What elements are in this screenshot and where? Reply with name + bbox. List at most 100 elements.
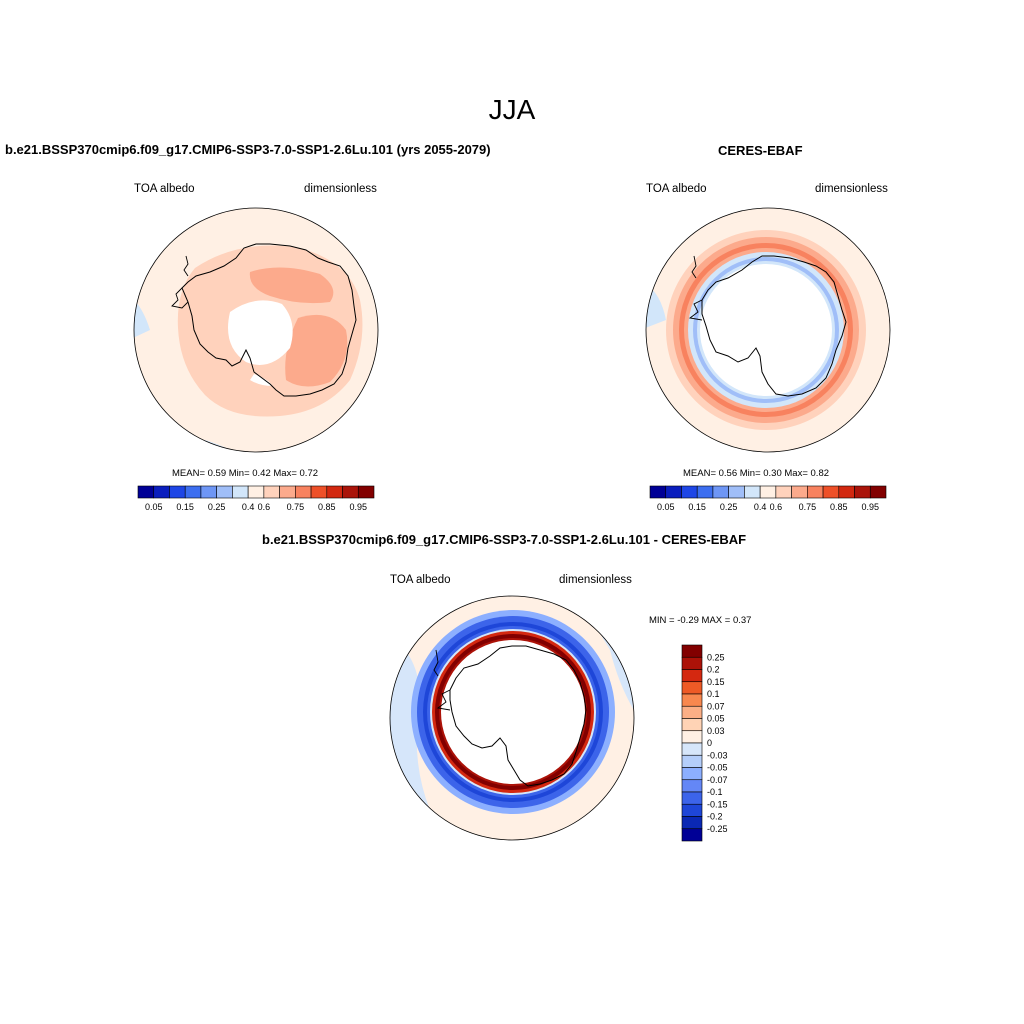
panel2-colorbar-swatch (759, 485, 777, 499)
panel3-colorbar-swatch (681, 730, 703, 744)
panel2-colorbar-swatch (744, 485, 761, 499)
panel3-colorbar-swatch (681, 803, 703, 817)
panel2-colorbar-tick-label: 0.05 (657, 502, 675, 512)
panel3-colorbar-tick-label: -0.03 (707, 750, 728, 760)
panel2-colorbar-swatch (696, 485, 714, 499)
panel3-colorbar-swatch (681, 816, 703, 830)
panel3-colorbar-swatch (681, 742, 703, 756)
panel3-colorbar-tick-label: -0.15 (707, 799, 728, 809)
panel3-colorbar-swatch (681, 693, 703, 707)
panel2-colorbar-swatch (712, 485, 729, 499)
panel3-map (389, 595, 635, 841)
panel1-colorbar-swatch (169, 485, 186, 499)
panel2-colorbar: 0.05 0.15 0.25 0.4 0.6 0.75 0.85 0.95 (649, 485, 887, 512)
panel3-colorbar-swatch (681, 791, 703, 805)
panel3-colorbar-tick-label: 0.07 (707, 701, 725, 711)
panel1-left-label: TOA albedo (134, 183, 195, 195)
panel3-colorbar-swatch (681, 828, 703, 842)
panel3-colorbar-swatch (681, 644, 703, 658)
panel3-colorbar-tick-label: 0.03 (707, 726, 725, 736)
panel1-colorbar-swatch (247, 485, 265, 499)
panel3-colorbar-tick-label: 0 (707, 738, 712, 748)
panel1-colorbar-tick-label: 0.95 (350, 502, 368, 512)
panel1-colorbar: 0.05 0.15 0.25 0.4 0.6 0.75 0.85 0.95 (137, 485, 375, 512)
panel3-right-label: dimensionless (559, 574, 632, 586)
panel3-colorbar-tick-label: 0.05 (707, 714, 725, 724)
panel1-colorbar-tick-label: 0.85 (318, 502, 336, 512)
panel3-colorbar-tick-label: 0.25 (707, 652, 725, 662)
panel1-title: b.e21.BSSP370cmip6.f09_g17.CMIP6-SSP3-7.… (5, 142, 491, 157)
panel1-colorbar-tick-label: 0.05 (145, 502, 163, 512)
panel2-colorbar-swatch (869, 485, 887, 499)
panel3-colorbar-tick-label: -0.25 (707, 824, 728, 834)
panel2-colorbar-swatch (822, 485, 840, 499)
panel1-colorbar-tick-label: 0.6 (258, 502, 271, 512)
panel2-colorbar-swatch (854, 485, 871, 499)
panel1-colorbar-swatch (295, 485, 312, 499)
panel1-colorbar-swatch (216, 485, 233, 499)
panel3-colorbar-swatch (681, 767, 703, 781)
panel1-map-border (133, 207, 379, 453)
panel1-colorbar-swatch (310, 485, 328, 499)
panel1-colorbar-swatch (184, 485, 202, 499)
panel1-colorbar-swatch (279, 485, 296, 499)
panel1-stats: MEAN= 0.59 Min= 0.42 Max= 0.72 (172, 468, 319, 479)
panel3-title: b.e21.BSSP370cmip6.f09_g17.CMIP6-SSP3-7.… (262, 532, 747, 547)
panel3-stats: MIN = -0.29 MAX = 0.37 (649, 615, 752, 626)
panel2-map-border (645, 207, 891, 453)
panel2-colorbar-swatch (807, 485, 824, 499)
panel3-colorbar-tick-label: -0.1 (707, 787, 723, 797)
panel3-colorbar-tick-label: 0.1 (707, 689, 720, 699)
panel1-colorbar-swatch (357, 485, 375, 499)
panel3-map-border (389, 595, 635, 841)
panel3-colorbar-tick-label: -0.2 (707, 812, 723, 822)
panel3-colorbar-tick-label: -0.07 (707, 775, 728, 785)
panel1-colorbar-tick-label: 0.4 (242, 502, 255, 512)
panel3-colorbar-swatch (681, 718, 703, 732)
panel1-colorbar-tick-label: 0.25 (208, 502, 226, 512)
panel3-colorbar: 0.25 0.2 0.15 0.1 0.07 0.05 0.03 0 -0.03 -0.05 -0.… (681, 644, 728, 842)
panel1-colorbar-tick-label: 0.75 (287, 502, 305, 512)
panel3-colorbar-tick-label: 0.2 (707, 665, 720, 675)
panel1-colorbar-swatch (263, 485, 280, 499)
panel1-colorbar-swatch (232, 485, 249, 499)
panel1-colorbar-swatch (153, 485, 170, 499)
panel3-colorbar-tick-label: -0.05 (707, 763, 728, 773)
panel2-colorbar-swatch (838, 485, 855, 499)
panel1-colorbar-swatch (326, 485, 343, 499)
panel2-colorbar-swatch (775, 485, 792, 499)
panel2-colorbar-swatch (665, 485, 682, 499)
panel2-colorbar-swatch (728, 485, 745, 499)
panel2-colorbar-tick-label: 0.95 (862, 502, 880, 512)
panel1-map (133, 207, 379, 453)
panel2-map (645, 207, 891, 453)
panel2-colorbar-tick-label: 0.75 (799, 502, 817, 512)
panel2-left-label: TOA albedo (646, 183, 707, 195)
panel2-stats: MEAN= 0.56 Min= 0.30 Max= 0.82 (683, 468, 830, 479)
panel2-colorbar-tick-label: 0.4 (754, 502, 767, 512)
panel1-colorbar-swatch (200, 485, 217, 499)
panel2-colorbar-swatch (681, 485, 698, 499)
panel2-colorbar-swatch (649, 485, 667, 499)
panel3-colorbar-tick-label: 0.15 (707, 677, 725, 687)
panel2-right-label: dimensionless (815, 183, 888, 195)
panel1-right-label: dimensionless (304, 183, 377, 195)
figure-title: JJA (488, 94, 536, 125)
panel3-colorbar-swatch (681, 779, 703, 793)
panel1-colorbar-tick-label: 0.15 (176, 502, 194, 512)
panel1-colorbar-swatch (342, 485, 359, 499)
panel2-colorbar-tick-label: 0.15 (688, 502, 706, 512)
panel3-colorbar-swatch (681, 705, 703, 719)
panel1-colorbar-swatch (137, 485, 155, 499)
panel3-colorbar-swatch (681, 754, 703, 768)
panel2-title: CERES-EBAF (718, 143, 803, 158)
panel2-colorbar-tick-label: 0.6 (770, 502, 783, 512)
panel2-colorbar-tick-label: 0.25 (720, 502, 738, 512)
panel3-colorbar-swatch (681, 669, 703, 683)
panel2-colorbar-swatch (791, 485, 808, 499)
panel3-colorbar-swatch (681, 681, 703, 695)
panel2-colorbar-tick-label: 0.85 (830, 502, 848, 512)
panel3-left-label: TOA albedo (390, 574, 451, 586)
panel3-colorbar-swatch (681, 656, 703, 670)
